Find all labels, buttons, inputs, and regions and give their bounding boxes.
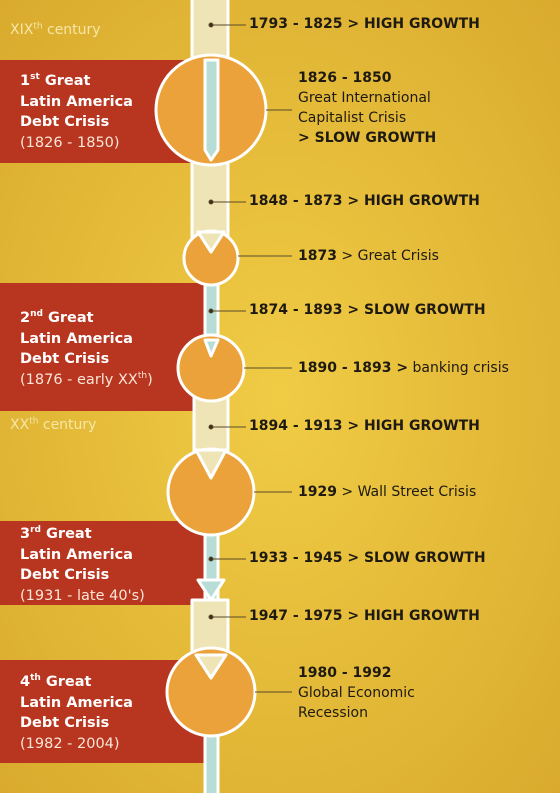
crisis-period: (1876 - early XXth): [20, 370, 153, 388]
arrow-tip-1980: [194, 653, 228, 680]
arrow-tip-1933: [196, 578, 226, 602]
crisis-line: Latin America: [20, 330, 133, 347]
crisis-title: 4th Great: [20, 673, 92, 690]
crisis-period: (1826 - 1850): [20, 134, 120, 151]
growth-label-1947: 1947 - 1975 > HIGH GROWTH: [249, 608, 480, 624]
crisis-line: Debt Crisis: [20, 567, 110, 583]
century-label-xix: XIXth century: [10, 21, 101, 38]
crisis-line: Latin America: [20, 694, 133, 711]
crisis-line: Latin America: [20, 546, 133, 563]
event-label-1980: 1980 - 1992 Global Economic Recession: [298, 665, 415, 721]
growth-label-1874: 1874 - 1893 > SLOW GROWTH: [249, 302, 486, 318]
crisis-box-3: 3rd Great Latin America Debt Crisis (193…: [0, 521, 205, 605]
event-label-1929: 1929 > Wall Street Crisis: [298, 484, 477, 500]
arrow-tip-1890: [203, 338, 220, 358]
arrow-tip-1929: [194, 448, 228, 480]
arrow-tip-1873: [196, 230, 226, 254]
crisis-line: Latin America: [20, 93, 133, 110]
event-label-1873: 1873 > Great Crisis: [298, 248, 439, 264]
growth-label-1848: 1848 - 1873 > HIGH GROWTH: [249, 193, 480, 209]
slow-growth-core-1826: [203, 58, 220, 162]
crisis-period: (1982 - 2004): [20, 735, 120, 752]
crisis-title: 3rd Great: [20, 525, 92, 542]
growth-label-1933: 1933 - 1945 > SLOW GROWTH: [249, 550, 486, 566]
crisis-line: Debt Crisis: [20, 351, 110, 367]
event-label-1826: 1826 - 1850 Great International Capitali…: [298, 70, 437, 146]
crisis-box-2: 2nd Great Latin America Debt Crisis (187…: [0, 283, 205, 411]
crisis-period: (1931 - late 40's): [20, 587, 145, 604]
crisis-title: 2nd Great: [20, 309, 94, 326]
crisis-line: Debt Crisis: [20, 715, 110, 731]
crisis-line: Debt Crisis: [20, 114, 110, 130]
growth-label-1894: 1894 - 1913 > HIGH GROWTH: [249, 418, 480, 434]
event-label-1890: 1890 - 1893 > banking crisis: [298, 360, 509, 376]
growth-label-1793: 1793 - 1825 > HIGH GROWTH: [249, 16, 480, 32]
century-label-xx: XXth century: [10, 416, 97, 433]
crisis-title: 1st Great: [20, 72, 91, 89]
